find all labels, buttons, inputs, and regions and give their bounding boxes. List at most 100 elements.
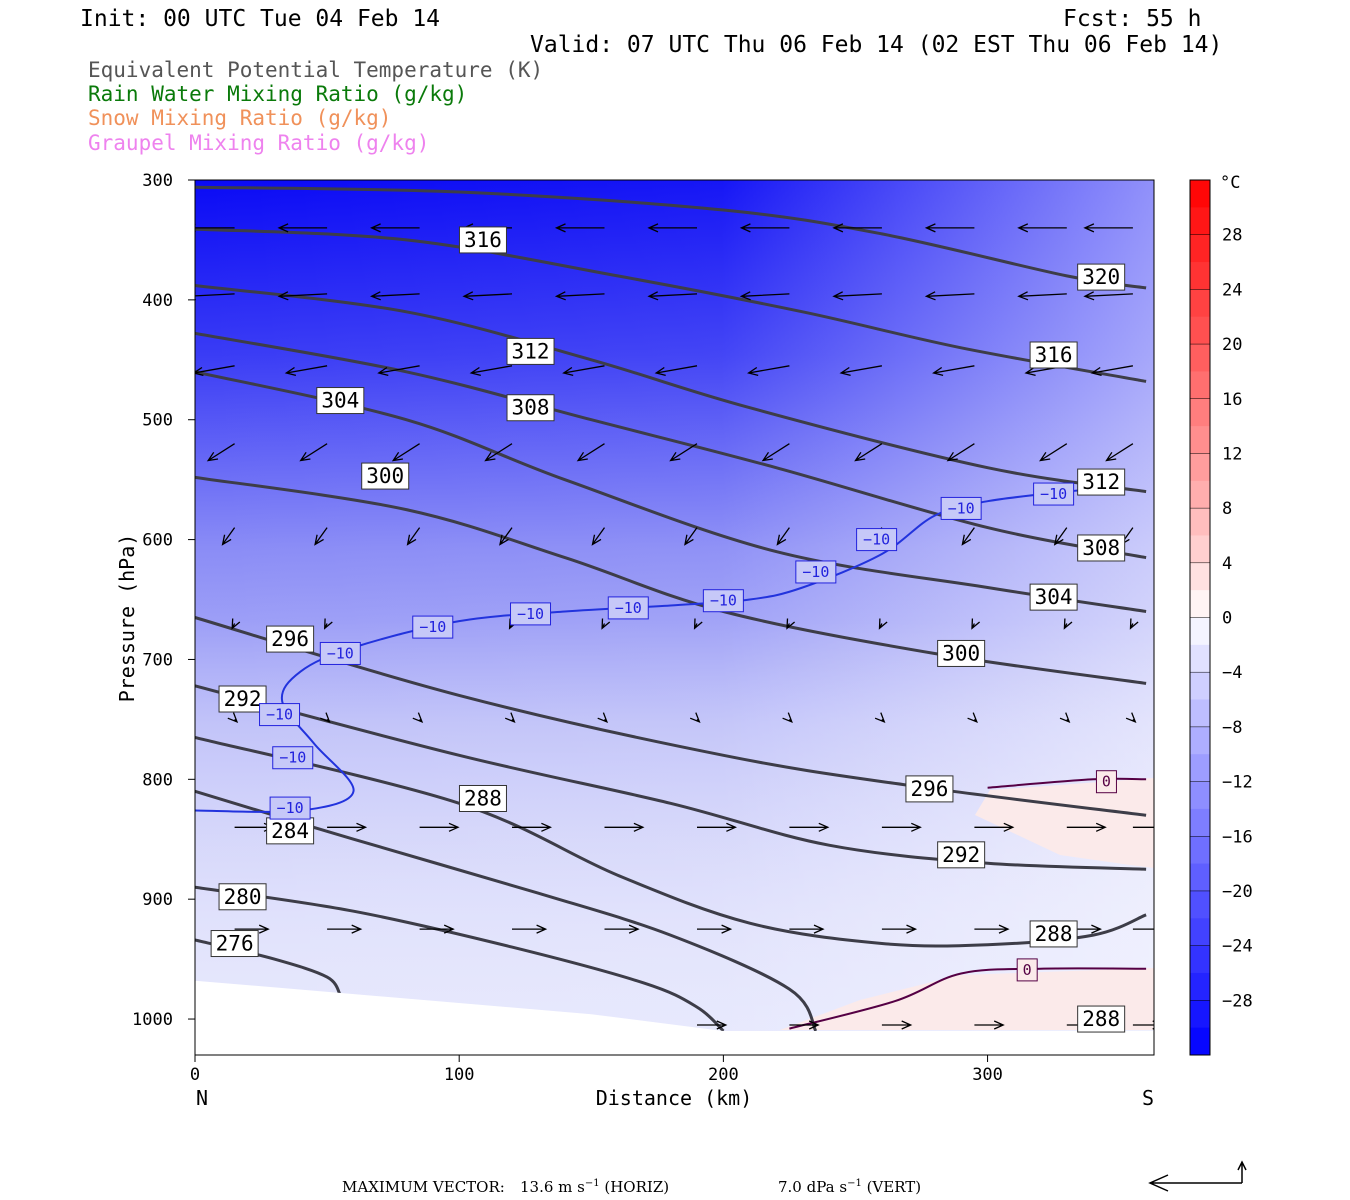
- colorbar-segment: [1190, 535, 1210, 564]
- theta-e-label: 304: [321, 389, 359, 413]
- theta-e-label-box: [218, 685, 267, 713]
- theta-e-label: 288: [1082, 1007, 1120, 1031]
- theta-e-label: 308: [1082, 536, 1120, 560]
- theta-e-label-box: [1029, 341, 1078, 369]
- colorbar-segment: [1190, 699, 1210, 728]
- colorbar-segment: [1190, 1000, 1210, 1029]
- temperature-label-box: [940, 496, 982, 520]
- theta-e-label-box: [905, 775, 954, 803]
- colorbar-label: −20: [1222, 882, 1253, 902]
- colorbar-segment: [1190, 262, 1210, 290]
- colorbar-segment: [1190, 726, 1210, 755]
- wind-vector: [462, 291, 513, 301]
- theta-e-label-box: [210, 930, 259, 958]
- temperature-contour-1: [987, 777, 1147, 789]
- wind-vector: [1053, 527, 1068, 546]
- wind-vector: [669, 443, 698, 462]
- wind-vector: [412, 712, 424, 723]
- wind-vector: [974, 1020, 1005, 1030]
- temperature-contour-2: [789, 967, 1147, 1030]
- wind-vector: [1017, 291, 1067, 301]
- theta-e-contour-304: [195, 370, 1147, 613]
- legend-graupel: Graupel Mixing Ratio (g/kg): [88, 131, 429, 155]
- max-vector-label: MAXIMUM VECTOR:: [342, 1178, 505, 1196]
- footer: MAXIMUM VECTOR: 13.6 m s−1 (HORIZ) 7.0 d…: [342, 1160, 1247, 1196]
- theta-e-label-box: [506, 337, 555, 365]
- temperature-label: −10: [419, 618, 446, 636]
- wind-vector: [299, 443, 328, 462]
- theta-e-label: 284: [271, 819, 309, 843]
- colorbar-segment: [1190, 316, 1210, 345]
- theta-e-label: 276: [216, 932, 254, 956]
- colorbar-label: −16: [1222, 827, 1253, 847]
- temperature-label-box: [702, 589, 744, 613]
- wind-vector: [419, 924, 455, 934]
- theta-e-label: 292: [224, 687, 262, 711]
- legend-rain: Rain Water Mixing Ratio (g/kg): [88, 82, 467, 106]
- wind-vector: [974, 924, 1010, 934]
- theta-e-label: 288: [1035, 922, 1073, 946]
- temperature-label-box: [259, 703, 301, 727]
- theta-e-label-box: [1077, 534, 1126, 562]
- theta-e-label: 304: [1035, 585, 1073, 609]
- y-tick-label: 800: [142, 770, 173, 790]
- wind-vector: [1132, 826, 1154, 828]
- theta-e-label: 312: [1082, 470, 1120, 494]
- wind-vector: [597, 712, 609, 723]
- theta-e-label: 320: [1082, 265, 1120, 289]
- theta-e-label: 300: [942, 641, 980, 665]
- colorbar-segment: [1190, 617, 1210, 646]
- wind-vector: [406, 527, 421, 546]
- wind-vector: [576, 443, 605, 462]
- wind-vector: [327, 924, 363, 934]
- temperature-label: −10: [863, 531, 890, 549]
- wind-vector: [647, 223, 697, 233]
- wind-vector: [1017, 223, 1067, 233]
- colorbar-segment: [1190, 890, 1210, 919]
- temperature-label-box: [607, 596, 649, 620]
- temperature-label: −10: [517, 605, 544, 623]
- temperature-label-box: [510, 602, 552, 626]
- wind-vector: [1039, 443, 1068, 462]
- plot-area: 316 320 312 316 304 308 300 312 308 304 296 300 292 2…: [195, 180, 1154, 1055]
- theta-e-label-box: [506, 394, 555, 422]
- colorbar-segment: [1190, 644, 1210, 673]
- colorbar-segment: [1190, 836, 1210, 865]
- theta-e-contour-320: [195, 185, 1147, 290]
- colorbar-segment: [1190, 344, 1210, 372]
- x-axis-left-end: N: [196, 1086, 208, 1110]
- max-vector-horiz: 13.6 m s−1 (HORIZ): [520, 1178, 669, 1196]
- y-tick-label: 400: [142, 291, 173, 311]
- wind-vector: [789, 822, 830, 832]
- wind-vector: [1066, 822, 1107, 832]
- wind-vector: [484, 443, 513, 462]
- wind-vector: [786, 618, 796, 630]
- wind-vector: [1083, 223, 1133, 233]
- wind-vector: [327, 822, 368, 832]
- colorbar-label: −4: [1222, 663, 1242, 683]
- wind-vector: [832, 291, 882, 301]
- wind-vector: [504, 712, 516, 723]
- wind-vector: [693, 618, 703, 630]
- temperature-label-box: [269, 796, 311, 820]
- x-tick-label: 100: [444, 1065, 475, 1085]
- reference-vector-icon: [1148, 1160, 1247, 1192]
- theta-e-label-box: [1029, 920, 1078, 948]
- wind-vector: [739, 291, 790, 301]
- terrain-mask: [195, 980, 1154, 1055]
- colorbar-segment: [1190, 1027, 1210, 1056]
- temperature-label: 0: [1023, 961, 1032, 979]
- temperature-label: −10: [1040, 485, 1067, 503]
- theta-e-label-box: [266, 625, 315, 653]
- colorbar-unit: °C: [1220, 173, 1240, 193]
- colorbar-segment: [1190, 972, 1210, 1001]
- wind-vector: [320, 712, 331, 723]
- wind-vector: [647, 291, 698, 301]
- colorbar-segment: [1190, 234, 1210, 263]
- wind-vector: [832, 223, 882, 233]
- x-tick-label: 200: [708, 1065, 739, 1085]
- colorbar: 28 24 20 16 12 8 4 0 −4 −8 −12 −16 −20 −24 −28: [1189, 179, 1253, 1056]
- wind-vector: [512, 924, 548, 934]
- theta-e-label-box: [316, 387, 365, 415]
- temperature-label: −10: [279, 749, 306, 767]
